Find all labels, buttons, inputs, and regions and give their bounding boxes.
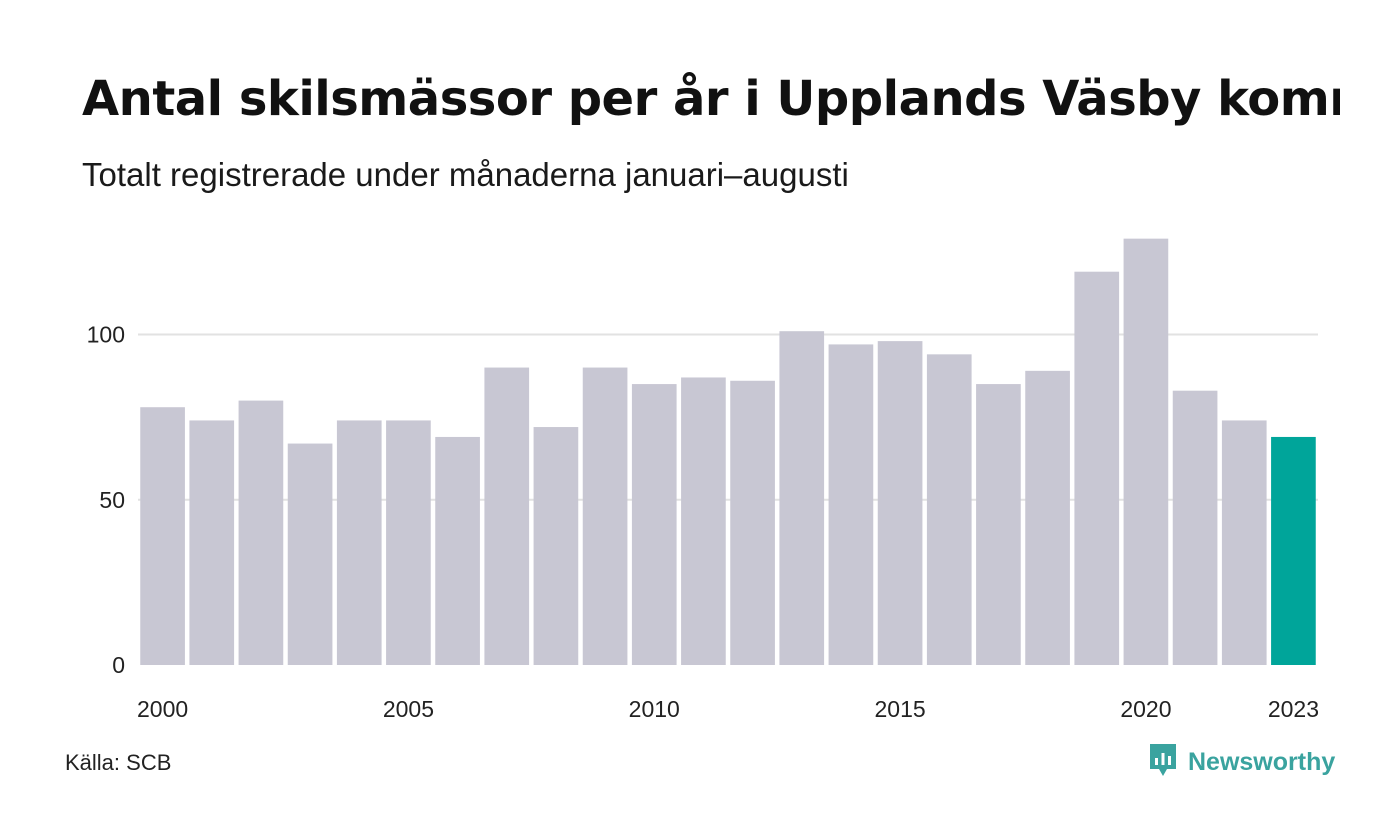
- bar-2006: [435, 436, 480, 665]
- source-note: Källa: SCB: [65, 750, 172, 775]
- x-axis-ticks: 2000 2005 2010 2015 2020 2023: [137, 696, 1319, 722]
- bar-2011: [681, 377, 726, 665]
- x-tick-label: 2020: [1120, 696, 1171, 722]
- bar-2008: [533, 427, 579, 665]
- y-tick-label: 50: [99, 487, 125, 513]
- bar-2007: [484, 367, 530, 665]
- bars: [140, 238, 1316, 665]
- bar-2019: [1074, 271, 1120, 665]
- bar-2015: [877, 341, 923, 665]
- x-tick-label: 2015: [874, 696, 925, 722]
- bar-2010: [631, 384, 677, 665]
- bar-2018: [1025, 370, 1070, 665]
- bar-2001: [189, 420, 235, 665]
- chart-title: Antal skilsmässor per år i Upplands Väsb…: [82, 71, 1340, 127]
- bar-2004: [336, 420, 382, 665]
- bar-2017: [976, 384, 1021, 665]
- x-tick-label: 2005: [383, 696, 434, 722]
- bar-2016: [926, 354, 972, 665]
- bar-2005: [386, 420, 431, 665]
- chart-subtitle: Totalt registrerade under månaderna janu…: [82, 156, 849, 193]
- bar-2020: [1123, 238, 1169, 665]
- bar-2022: [1221, 420, 1267, 665]
- bar-2003: [287, 443, 333, 665]
- x-tick-label: 2023: [1268, 696, 1319, 722]
- y-tick-label: 0: [112, 652, 125, 678]
- bar-2021: [1172, 390, 1218, 665]
- y-axis-ticks: 0 50 100: [87, 322, 125, 679]
- x-tick-label: 2010: [629, 696, 680, 722]
- bar-2012: [730, 380, 775, 665]
- x-tick-label: 2000: [137, 696, 188, 722]
- gridlines: [138, 333, 1318, 501]
- bar-2000: [140, 407, 185, 665]
- bar-2023: [1271, 436, 1316, 665]
- bar-2013: [779, 331, 825, 665]
- y-tick-label: 100: [87, 322, 125, 348]
- bar-2009: [582, 367, 628, 665]
- newsworthy-chart-icon: [1148, 742, 1178, 783]
- newsworthy-logo[interactable]: Newsworthy: [1148, 742, 1335, 783]
- bar-2014: [828, 344, 874, 665]
- brand-name: Newsworthy: [1188, 748, 1336, 776]
- bar-2002: [238, 400, 284, 665]
